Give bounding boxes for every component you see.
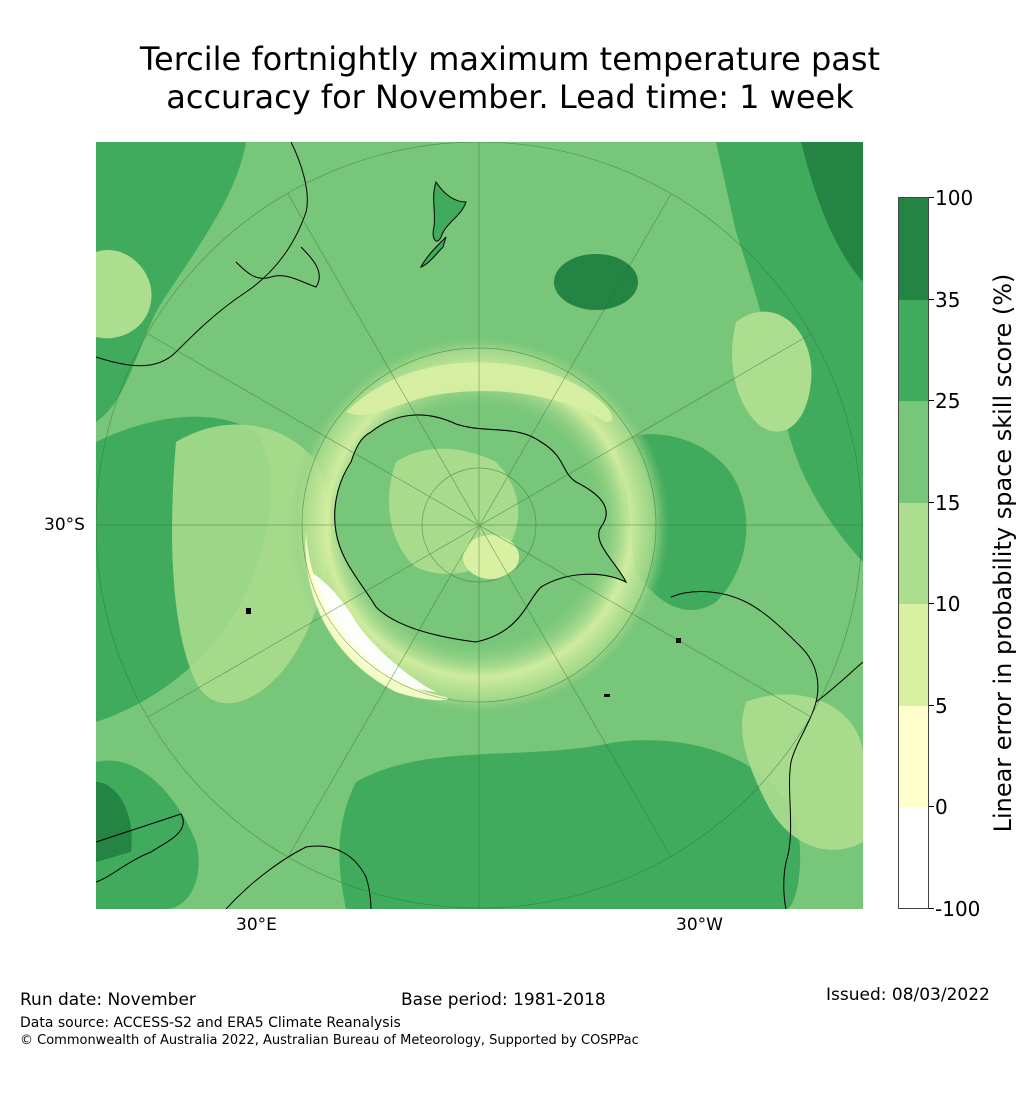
colorbar-tick	[929, 908, 934, 909]
skill-ring-white-crescent	[311, 572, 436, 692]
colorbar-tick	[929, 705, 934, 706]
coast-bottom-left	[96, 813, 184, 883]
run-date: Run date: November	[20, 990, 196, 1010]
title-line-2: accuracy for November. Lead time: 1 week	[166, 78, 854, 116]
lat-label-30s: 30°S	[44, 515, 85, 535]
coast-bottom-center	[225, 845, 372, 909]
colorbar-tick	[929, 400, 934, 401]
skill-ring-pale-arc-n	[346, 362, 613, 422]
skill-patch-dark-nw	[96, 142, 246, 422]
base-period: Base period: 1981-2018	[401, 990, 606, 1010]
colorbar-label-neg100: -100	[935, 897, 981, 921]
colorbar-segment-0-5	[899, 706, 928, 807]
skill-patch-dark-sw	[96, 760, 199, 909]
data-source: Data source: ACCESS-S2 and ERA5 Climate …	[20, 1015, 401, 1031]
colorbar-segment-15-25	[899, 401, 928, 503]
island-south-georgia	[604, 694, 610, 697]
colorbar-label-100: 100	[935, 186, 974, 210]
colorbar-label-25: 25	[935, 389, 961, 413]
skill-ring-pale-crescent	[305, 532, 448, 701]
colorbar-title: Linear error in probability space skill …	[989, 273, 1017, 833]
graticule	[96, 142, 863, 909]
skill-patch-darkest-center-n	[554, 254, 638, 310]
antarctica-pale-dome	[463, 535, 519, 579]
skill-patch-pale-e	[732, 311, 812, 432]
colorbar-segment-25-35	[899, 300, 928, 401]
colorbar-segment-5-10	[899, 604, 928, 706]
colorbar-tick	[929, 502, 934, 503]
new-zealand-north	[432, 180, 467, 242]
coast-south-america	[670, 591, 819, 909]
skill-patch-pale-se	[742, 694, 863, 850]
colorbar-tick	[929, 603, 934, 604]
colorbar-segment-neg100-0	[899, 807, 928, 908]
copyright: © Commonwealth of Australia 2022, Austra…	[20, 1033, 639, 1048]
colorbar-label-15: 15	[935, 491, 961, 515]
polar-map	[96, 142, 863, 909]
colorbar-label-5: 5	[935, 694, 948, 718]
lon-label-30w: 30°W	[676, 915, 723, 935]
coast-africa	[96, 142, 308, 367]
colorbar-label-10: 10	[935, 592, 961, 616]
colorbar-segment-35-100	[899, 198, 928, 300]
skill-patch-pale-nw	[96, 250, 152, 339]
title-line-1: Tercile fortnightly maximum temperature …	[139, 40, 881, 78]
skill-patch-pale-w	[172, 424, 331, 704]
colorbar-tick	[929, 197, 934, 198]
colorbar-label-35: 35	[935, 288, 961, 312]
new-zealand-south	[419, 236, 447, 268]
skill-patch-dark-s	[339, 740, 801, 909]
colorbar-segment-10-15	[899, 503, 928, 604]
colorbar	[898, 197, 929, 909]
colorbar-tick	[929, 806, 934, 807]
issued-date: Issued: 08/03/2022	[826, 985, 990, 1005]
polar-map-svg	[96, 142, 863, 909]
colorbar-tick	[929, 299, 934, 300]
skill-patch-darkest-ne	[801, 142, 863, 282]
lon-label-30e: 30°E	[236, 915, 277, 935]
colorbar-label-0: 0	[935, 795, 948, 819]
map-title: Tercile fortnightly maximum temperature …	[0, 40, 1020, 116]
coast-australia	[235, 246, 320, 288]
skill-patch-darkest-sw	[96, 782, 132, 862]
island-kerguelen	[246, 608, 251, 614]
